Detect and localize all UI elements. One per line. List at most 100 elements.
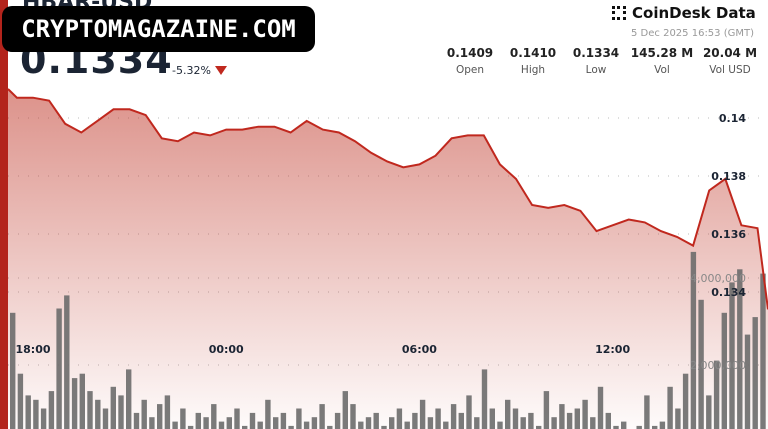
stat-value: 0.1410 (509, 46, 557, 60)
volume-bar (481, 369, 488, 429)
stat-value: 0.1334 (572, 46, 620, 60)
stat-label: High (520, 64, 546, 76)
volume-bar (636, 425, 642, 429)
volume-bar (543, 391, 550, 429)
volume-bar (334, 412, 341, 429)
volume-bar (435, 408, 441, 429)
coindesk-logo: CoinDesk Data (612, 4, 756, 22)
volume-bar (659, 421, 666, 429)
volume-bar (365, 417, 372, 429)
volume-bar (690, 251, 697, 429)
stat-low: 0.1334 Low (572, 46, 620, 76)
volume-bar (71, 378, 78, 429)
down-arrow-icon (215, 66, 227, 75)
volume-bar (327, 425, 333, 429)
volume-bar (389, 417, 395, 429)
volume-bar (566, 412, 573, 429)
volume-bar (613, 425, 619, 429)
price-tick-label: 0.14 (719, 112, 746, 125)
volume-bar (187, 425, 194, 429)
volume-bar (744, 334, 751, 429)
volume-bar (265, 399, 271, 429)
time-tick-label: 00:00 (209, 343, 244, 356)
volume-bar (257, 421, 263, 429)
volume-bar (218, 421, 225, 429)
volume-bar (752, 317, 758, 429)
volume-bar (597, 386, 604, 429)
volume-bar (17, 373, 24, 429)
time-tick-label: 06:00 (402, 343, 437, 356)
volume-bar (419, 399, 426, 429)
volume-bar (582, 399, 588, 429)
volume-bar (273, 417, 279, 429)
volume-bar (25, 395, 31, 429)
volume-bar (713, 360, 720, 429)
price-change: -5.32% (172, 64, 211, 77)
volume-bar (126, 369, 132, 429)
volume-bar (195, 412, 201, 429)
volume-bar (110, 386, 116, 429)
volume-bar (141, 399, 147, 429)
volume-bar (760, 273, 766, 429)
volume-bar (644, 395, 650, 429)
volume-tick-label: 2,000,000 (690, 359, 746, 372)
volume-bar (280, 412, 287, 429)
volume-bar (296, 408, 302, 429)
watermark-banner: CRYPTOMAGAZAINE.COM (2, 6, 315, 52)
stat-label: Open (455, 64, 485, 76)
volume-bar (95, 399, 101, 429)
volume-bar (10, 312, 16, 429)
stat-label: Vol USD (709, 64, 751, 76)
price-line (7, 88, 768, 310)
volume-bar (605, 412, 611, 429)
volume-bar (698, 299, 704, 429)
volume-bar (489, 408, 495, 429)
volume-bar (652, 425, 658, 429)
volume-bar (56, 308, 62, 429)
volume-bar (226, 417, 232, 429)
volume-bar (667, 386, 673, 429)
coindesk-logo-icon (612, 6, 626, 20)
volume-bar (520, 417, 526, 429)
stat-high: 0.1410 High (509, 46, 557, 76)
stat-value: 145.28 M (630, 46, 694, 60)
volume-bar (211, 404, 217, 429)
volume-bar (675, 408, 681, 429)
volume-bar (528, 412, 534, 429)
volume-bar (33, 399, 39, 429)
left-accent-bar (0, 0, 8, 429)
price-tick-label: 0.138 (711, 170, 746, 183)
volume-bar (118, 395, 124, 429)
volume-bar (559, 404, 565, 429)
volume-bar (474, 417, 480, 429)
volume-bar (172, 421, 178, 429)
stat-value: 20.04 M (702, 46, 758, 60)
brand-name: CoinDesk Data (632, 4, 756, 22)
stat-value: 0.1409 (446, 46, 494, 60)
volume-bar (180, 408, 186, 429)
volume-bar (729, 282, 735, 429)
volume-bar (412, 412, 418, 429)
volume-bar (682, 373, 689, 429)
volume-bar (450, 404, 457, 429)
volume-bar (512, 408, 519, 429)
stat-vol-usd: 20.04 M Vol USD (698, 46, 762, 76)
volume-bar (157, 404, 163, 429)
volume-bar (737, 269, 743, 429)
volume-bar (249, 412, 256, 429)
time-tick-label: 12:00 (595, 343, 630, 356)
volume-bar (505, 399, 511, 429)
volume-bar (621, 421, 627, 429)
volume-bar (381, 425, 387, 429)
volume-bar (164, 395, 171, 429)
volume-bar (40, 408, 47, 429)
timestamp: 5 Dec 2025 16:53 (GMT) (631, 28, 754, 39)
volume-bar (79, 373, 85, 429)
volume-bar (590, 417, 596, 429)
volume-bar (242, 425, 248, 429)
volume-bar (102, 408, 109, 429)
stat-open: 0.1409 Open (446, 46, 494, 76)
volume-bar (574, 408, 580, 429)
volume-bar (87, 391, 93, 429)
